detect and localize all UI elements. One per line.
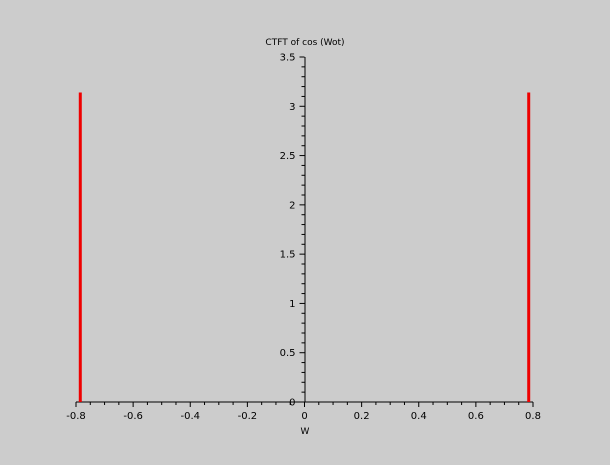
bars	[78, 92, 531, 402]
y-tick-label: 3.5	[280, 53, 296, 64]
x-tick-label: 0.2	[354, 411, 370, 422]
y-tick-label: 2.5	[280, 151, 296, 162]
x-tick-label: -0.8	[66, 411, 86, 422]
x-tick-label: 0.4	[411, 411, 427, 422]
y-ticks: 0 0.5 1 1.5 2 2.5 3 3.5	[280, 53, 305, 409]
x-tick-label: 0.8	[525, 411, 541, 422]
y-tick-label: 0.5	[280, 348, 296, 359]
chart-title: CTFT of cos (Wot)	[265, 38, 344, 48]
y-tick-label: 3	[289, 102, 295, 113]
y-tick-label: 1.5	[280, 250, 296, 261]
x-tick-label: -0.2	[238, 411, 258, 422]
x-tick-label: 0	[301, 411, 307, 422]
x-axis-label: W	[301, 427, 310, 437]
x-tick-label: -0.4	[180, 411, 200, 422]
x-ticks: -0.8 -0.6 -0.4 -0.2 0 0.2 0.4 0.6 0.8	[66, 402, 541, 422]
x-tick-label: 0.6	[468, 411, 484, 422]
x-tick-label: -0.6	[123, 411, 143, 422]
y-tick-label: 1	[289, 299, 295, 310]
y-tick-label: 0	[289, 398, 295, 409]
y-tick-label: 2	[289, 200, 295, 211]
